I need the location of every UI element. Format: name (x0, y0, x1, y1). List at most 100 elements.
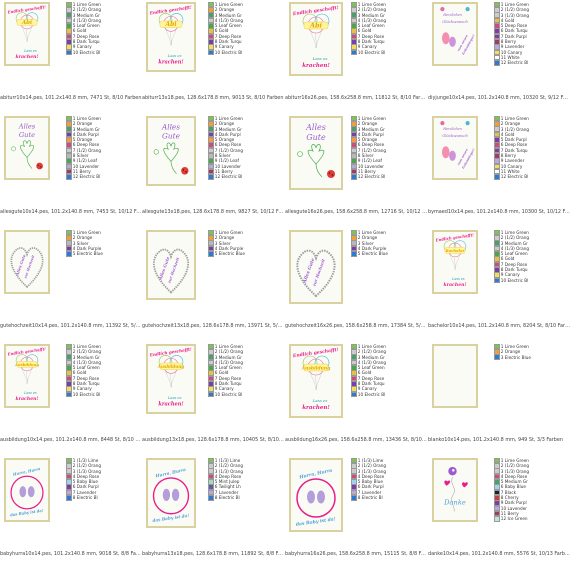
design-tile[interactable]: Endlich geschafft! Abi Lass es krachen! 1 Li… (285, 0, 427, 114)
embroidery-preview[interactable]: Alles Gute (146, 116, 196, 186)
design-tile[interactable]: Hurra, Hurra das Baby ist da! 1 (1/3) Lime… (0, 456, 142, 570)
design-file-caption: babyhurra10x14.pes, 101.2x140.8 mm, 9018… (0, 551, 142, 557)
design-tile[interactable]: Endlich geschafft! Abi Lass es krachen! 1 Li… (0, 0, 142, 114)
thread-color-item: 5 Leaf Green (351, 23, 425, 29)
thread-color-label: 9 Canary (500, 272, 520, 278)
thread-color-item: 3 Medium Gr (351, 126, 425, 133)
embroidery-preview[interactable]: Endlich geschafft! Ausbildung Lass es krach… (289, 344, 343, 418)
footprint-icon (449, 36, 456, 47)
thread-color-item: 3 Silver (208, 240, 282, 247)
design-tile[interactable]: Endlich geschafft! Ausbildung Lass es krach… (0, 342, 142, 456)
thread-color-label: 2 (1/2) Orang (72, 349, 102, 355)
color-swatch-icon (351, 235, 357, 241)
color-swatch-icon (208, 49, 214, 56)
embroidery-preview[interactable] (432, 344, 478, 408)
color-swatch-icon (494, 23, 500, 29)
design-tile[interactable]: Alles Gute 1 Lime Green 2 Orange 3 Medium Gr… (0, 114, 142, 228)
embroidery-preview[interactable]: Alles Gute (289, 116, 343, 190)
ladybug-icon (327, 170, 335, 178)
embroidery-preview[interactable]: Endlich geschafft! Ausbildung Lass es krach… (146, 344, 196, 414)
embroidery-preview[interactable]: Endlich geschafft! Abi Lass es krachen! (4, 2, 50, 66)
thread-color-label: 4 Dark Purpl (214, 131, 241, 137)
thread-color-item: 12 Electric Bl (494, 60, 568, 66)
design-tile[interactable]: Endlich geschafft! Ausbildung Lass es krach… (285, 342, 427, 456)
color-swatch-icon (208, 137, 214, 143)
design-text: Abi (164, 21, 177, 28)
thread-color-label: 3 Medium Gr (72, 12, 100, 18)
color-swatch-icon (208, 463, 214, 469)
embroidery-preview[interactable]: Danke (432, 458, 478, 522)
embroidery-preview[interactable]: Herzlichen Glückwunsch zum neuen Erdenbürge… (432, 116, 478, 180)
thread-color-label: 2 (1/2) Orang (500, 7, 530, 13)
embroidery-preview[interactable]: Hurra, Hurra das Baby ist da! (4, 458, 50, 522)
thread-color-item: 9 Dark Purpl (494, 500, 568, 506)
thread-color-legend: 1 Lime Green 2 (1/2) Orang 3 Medium Gr 4 (1… (351, 343, 425, 398)
thread-color-item: 6 Twilight Lh (208, 484, 282, 490)
embroidery-preview[interactable]: Endlich geschafft! Abi Lass es krachen! (289, 2, 343, 76)
embroidery-preview[interactable]: Alles Gute (4, 116, 50, 180)
design-tile[interactable]: Herzlichen Glückwunsch zum neuen Erdenbürge… (428, 114, 570, 228)
color-swatch-icon (351, 245, 357, 252)
design-tile[interactable]: Alles Gute 1 Lime Green 2 Orange 3 Medium Gr… (142, 114, 284, 228)
embroidery-preview[interactable]: Alles Gute zur Hochzeit (146, 230, 196, 300)
embroidery-preview[interactable]: Hurra, Hurra das Baby ist da! (289, 458, 343, 532)
design-tile[interactable]: Endlich geschafft! Bachelor Lass es krachen… (428, 228, 570, 342)
design-tile[interactable]: Hurra, Hurra das Baby ist da! 1 (1/3) Lime… (285, 456, 427, 570)
thread-color-item: 11 Berry (494, 510, 568, 517)
design-tile[interactable]: Herzlichen Glückwunsch zum neuen Erdenbürge… (428, 0, 570, 114)
color-swatch-icon (66, 365, 72, 371)
color-swatch-icon (66, 126, 72, 133)
design-text: Herzlichen (442, 13, 462, 17)
thread-color-label: 6 Deep Rose (500, 142, 528, 148)
thread-color-label: 6 Gold (500, 256, 515, 262)
design-file-caption: abiturr10x14.pes, 101.2x140.8 mm, 7471 S… (0, 95, 142, 101)
thread-color-label: 7 (1/2) Orang (357, 147, 387, 153)
color-swatch-icon (351, 17, 357, 24)
thread-color-label: 7 Lavender (72, 489, 97, 495)
embroidery-preview[interactable]: Herzlichen Glückwunsch zum neuen Erdenbürge… (432, 2, 478, 66)
color-swatch-icon (66, 28, 72, 34)
color-swatch-icon (494, 131, 500, 138)
color-swatch-icon (208, 479, 214, 485)
thread-color-label: 8 Dark Turqu (357, 381, 385, 387)
thread-color-item: 5 Dark Purpl (494, 137, 568, 143)
thread-color-label: 7 Deep Rose (500, 261, 528, 267)
thread-color-item: 6 Gold (208, 28, 282, 34)
design-text: krachen! (158, 401, 183, 407)
thread-color-item: 4 (1/3) Orang (494, 245, 568, 252)
balloon-string (309, 27, 323, 49)
design-tile[interactable]: Danke 1 Lime Green 2 (1/2) Orang 3 (1/3) Or… (428, 456, 570, 570)
embroidery-preview[interactable]: Endlich geschafft! Ausbildung Lass es krach… (4, 344, 50, 408)
color-swatch-icon (351, 343, 357, 350)
thread-color-label: 7 Deep Rose (72, 375, 100, 381)
design-tile[interactable]: Alles Gute zur Hochzeit 1 Lime Green 2 Oran… (285, 228, 427, 342)
embroidery-preview[interactable]: Endlich geschafft! Abi Lass es krachen! (146, 2, 196, 72)
embroidery-preview[interactable]: Endlich geschafft! Bachelor Lass es krachen… (432, 230, 478, 294)
embroidery-preview[interactable]: Hurra, Hurra das Baby ist da! (146, 458, 196, 528)
thread-color-item: 2 (1/2) Orang (208, 349, 282, 355)
thread-color-item: 2 (1/2) Orang (208, 463, 282, 469)
embroidery-preview[interactable]: Alles Gute zur Hochzeit (4, 230, 50, 294)
thread-color-label: 5 Orange (357, 137, 378, 143)
thread-color-item: 10 Canary (494, 163, 568, 170)
design-text: Gute (19, 131, 35, 139)
design-tile[interactable]: Endlich geschafft! Ausbildung Lass es krach… (142, 342, 284, 456)
design-text: Hurra, Hurra (12, 466, 42, 477)
balloon-string (449, 252, 461, 270)
thread-color-label: 2 (1/2) Orang (500, 463, 530, 469)
design-text: krachen! (443, 282, 466, 288)
design-tile[interactable]: Alles Gute zur Hochzeit 1 Lime Green 2 Oran… (142, 228, 284, 342)
thread-color-item: 7 Black (494, 489, 568, 496)
design-tile[interactable]: 1 Lime Green 2 Orange 3 Electric Blue blank… (428, 342, 570, 456)
design-tile[interactable]: Alles Gute 1 Lime Green 2 Orange 3 Medium Gr… (285, 114, 427, 228)
design-tile[interactable]: Endlich geschafft! Abi Lass es krachen! 1 Li… (142, 0, 284, 114)
color-swatch-icon (494, 235, 500, 241)
embroidery-preview[interactable]: Alles Gute zur Hochzeit (289, 230, 343, 304)
thread-color-item: 10 Lavender (494, 505, 568, 512)
design-tile[interactable]: Hurra, Hurra das Baby ist da! 1 (1/3) Lime… (142, 456, 284, 570)
thread-color-item: 5 Leaf Green (66, 23, 140, 29)
design-tile[interactable]: Alles Gute zur Hochzeit 1 Lime Green 2 Oran… (0, 228, 142, 342)
design-file-caption: babyhurra16x26.pes, 158.6x258.8 mm, 1511… (285, 551, 427, 557)
thread-color-label: 3 (1/3) Orang (500, 12, 530, 18)
thread-color-label: 7 Black (500, 489, 517, 495)
